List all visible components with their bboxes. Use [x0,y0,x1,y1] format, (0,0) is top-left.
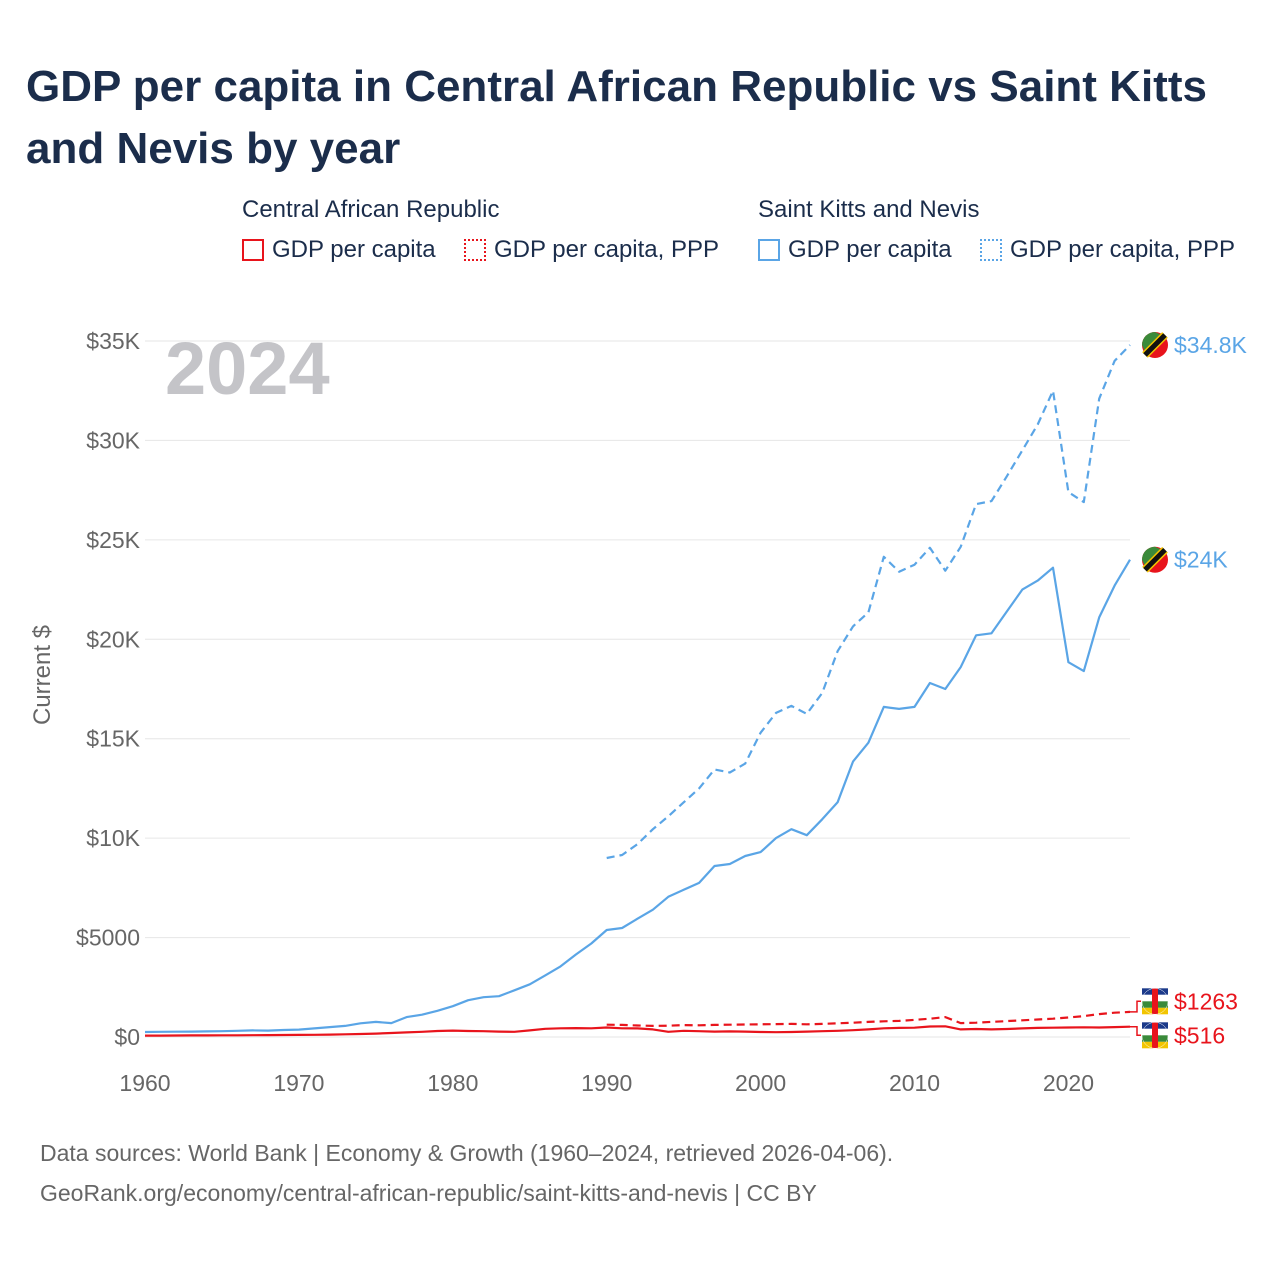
y-tick-label: $20K [86,626,140,652]
year-watermark: 2024 [165,327,330,410]
flag-black-band [1143,547,1167,572]
y-tick-label: $10K [86,825,140,851]
legend-group-saint-kitts-and-nevis: Saint Kitts and Nevis [758,196,980,223]
x-tick-label: 1960 [119,1070,170,1096]
label-connector [1130,1025,1141,1037]
end-value-label: $1263 [1174,988,1238,1014]
flag-ring [1141,988,1169,1015]
flag-black-band [1143,333,1167,357]
legend-label: GDP per capita, PPP [494,236,719,263]
flag-icon [1142,546,1168,573]
x-tick-label: 1990 [581,1070,632,1096]
label-connector [1130,1000,1141,1013]
y-tick-label: $35K [86,328,140,354]
legend-swatch-dotted-icon [464,239,486,261]
x-tick-label: 2010 [889,1070,940,1096]
legend-car-gdp[interactable]: GDP per capita [242,236,436,264]
legend-label: GDP per capita [788,236,952,263]
series-line-3 [145,1025,1131,1037]
end-value-label: $24K [1174,547,1228,573]
chart-title: GDP per capita in Central African Republ… [26,62,1207,173]
series-line-2 [606,1010,1131,1027]
legend-swatch-solid-icon [242,239,264,261]
flag-red [1152,988,1158,1015]
footer-attribution[interactable]: GeoRank.org/economy/central-african-repu… [40,1180,817,1206]
flag-ring [1141,1022,1169,1049]
x-tick-label: 1970 [273,1070,324,1096]
flag-red [1152,1022,1158,1049]
y-axis-label: Current $ [29,625,56,725]
x-tick-label: 2000 [735,1070,786,1096]
series-line-1 [144,559,1131,1034]
series-line-0 [606,344,1131,860]
y-tick-label: $5000 [76,925,140,951]
end-value-label: $34.8K [1174,332,1248,358]
x-tick-label: 2020 [1043,1070,1094,1096]
legend-label: GDP per capita, PPP [1010,236,1235,263]
flag-icon [1142,331,1168,358]
y-tick-label: $25K [86,527,140,553]
legend-skn-gdp[interactable]: GDP per capita [758,236,952,264]
flag-icon [1141,1022,1169,1049]
end-value-label: $516 [1174,1022,1225,1048]
legend-car-gdp-ppp[interactable]: GDP per capita, PPP [464,236,719,264]
legend-swatch-dotted-icon [980,239,1002,261]
legend-group-central-african-republic: Central African Republic [242,196,500,223]
y-tick-label: $15K [86,726,140,752]
legend-label: GDP per capita [272,236,436,263]
y-tick-label: $30K [86,427,140,453]
legend-skn-gdp-ppp[interactable]: GDP per capita, PPP [980,236,1235,264]
x-tick-label: 1980 [427,1070,478,1096]
y-tick-label: $0 [114,1024,140,1050]
legend-swatch-solid-icon [758,239,780,261]
footer-sources: Data sources: World Bank | Economy & Gro… [40,1140,894,1166]
flag-icon [1141,988,1169,1015]
